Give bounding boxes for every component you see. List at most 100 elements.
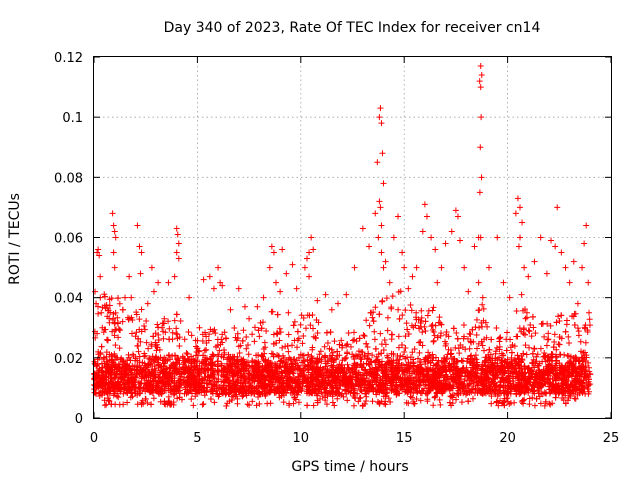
- dense-point: [246, 402, 253, 409]
- dense-point: [192, 358, 199, 365]
- dense-point: [343, 354, 350, 361]
- dense-point: [430, 368, 437, 375]
- dense-point: [185, 328, 192, 335]
- dense-point: [398, 341, 405, 348]
- dense-point: [153, 347, 160, 354]
- dense-point: [108, 401, 115, 408]
- dense-point: [237, 386, 244, 393]
- dense-point: [432, 322, 439, 329]
- dense-point: [149, 369, 156, 376]
- dense-point: [119, 306, 126, 313]
- dense-point: [277, 329, 284, 336]
- dense-point: [518, 359, 525, 366]
- dense-point: [349, 351, 356, 358]
- dense-point: [281, 367, 288, 374]
- dense-point: [210, 328, 217, 335]
- dense-point: [191, 373, 198, 380]
- dense-point: [359, 364, 366, 371]
- dense-point: [529, 383, 536, 390]
- dense-point: [134, 401, 141, 408]
- dense-point: [555, 313, 562, 320]
- dense-point: [531, 364, 538, 371]
- dense-point: [235, 343, 242, 350]
- dense-point: [165, 318, 172, 325]
- dense-point: [422, 318, 429, 325]
- dense-point: [556, 341, 563, 348]
- dense-point: [437, 401, 444, 408]
- dense-point: [436, 366, 443, 373]
- dense-point: [317, 348, 324, 355]
- dense-point: [529, 313, 536, 320]
- dense-point: [101, 402, 108, 409]
- dense-point: [136, 353, 143, 360]
- dense-point: [471, 370, 478, 377]
- dense-point: [417, 397, 424, 404]
- dense-point: [355, 348, 362, 355]
- dense-point: [332, 356, 339, 363]
- dense-point: [207, 361, 214, 368]
- dense-point: [149, 362, 156, 369]
- dense-point: [106, 398, 113, 405]
- dense-point: [224, 368, 231, 375]
- dense-point: [496, 390, 503, 397]
- dense-point: [115, 334, 122, 341]
- dense-point: [132, 333, 139, 340]
- dense-point: [466, 330, 473, 337]
- dense-point: [339, 374, 346, 381]
- dense-point: [331, 402, 338, 409]
- dense-point: [328, 383, 335, 390]
- dense-point: [104, 337, 111, 344]
- dense-point: [104, 360, 111, 367]
- dense-point: [126, 380, 133, 387]
- dense-point: [467, 367, 474, 374]
- dense-point: [153, 384, 160, 391]
- dense-point: [380, 346, 387, 353]
- dense-point: [414, 389, 421, 396]
- dense-point: [249, 331, 256, 338]
- dense-point: [363, 340, 370, 347]
- dense-point: [527, 321, 534, 328]
- dense-point: [520, 377, 527, 384]
- dense-point: [549, 400, 556, 407]
- dense-point: [134, 342, 141, 349]
- dense-point: [430, 402, 437, 409]
- dense-point: [253, 352, 260, 359]
- dense-point: [362, 390, 369, 397]
- dense-point: [511, 399, 518, 406]
- dense-point: [248, 384, 255, 391]
- dense-point: [326, 345, 333, 352]
- dense-point: [432, 368, 439, 375]
- dense-point: [188, 382, 195, 389]
- dense-point: [546, 386, 553, 393]
- dense-point: [402, 355, 409, 362]
- dense-point: [242, 361, 249, 368]
- dense-point: [196, 348, 203, 355]
- dense-point: [432, 354, 439, 361]
- dense-point: [103, 336, 110, 343]
- dense-point: [367, 309, 374, 316]
- dense-point: [304, 402, 311, 409]
- dense-point: [183, 350, 190, 357]
- dense-point: [395, 333, 402, 340]
- dense-point: [376, 379, 383, 386]
- dense-point: [114, 314, 121, 321]
- dense-point: [509, 342, 516, 349]
- dense-point: [434, 390, 441, 397]
- dense-point: [446, 366, 453, 373]
- dense-point: [566, 340, 573, 347]
- dense-point: [216, 347, 223, 354]
- dense-point: [279, 374, 286, 381]
- dense-point: [571, 395, 578, 402]
- dense-point: [468, 356, 475, 363]
- dense-point: [109, 353, 116, 360]
- dense-point: [125, 316, 132, 323]
- dense-point: [465, 398, 472, 405]
- dense-point: [408, 394, 415, 401]
- dense-point: [168, 400, 175, 407]
- dense-point: [222, 374, 229, 381]
- dense-point: [120, 377, 127, 384]
- dense-point: [571, 322, 578, 329]
- dense-point: [412, 322, 419, 329]
- dense-point: [357, 394, 364, 401]
- dense-point: [235, 361, 242, 368]
